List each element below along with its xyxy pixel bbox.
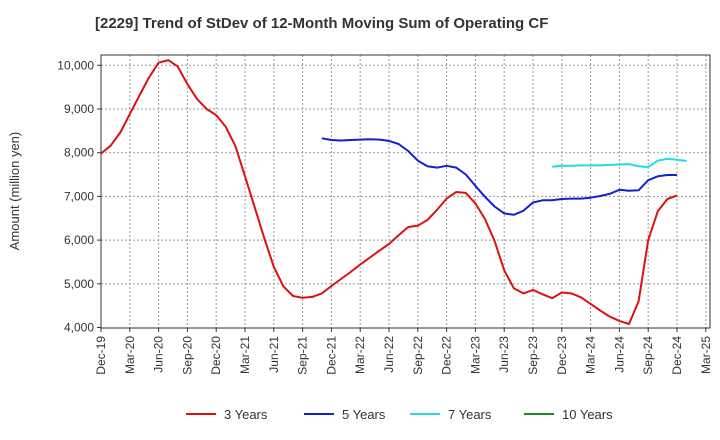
y-tick-label: 9,000 [64, 102, 94, 116]
x-tick-label: Dec-20 [209, 336, 223, 375]
x-tick-label: Mar-23 [468, 336, 482, 374]
y-tick-label: 10,000 [57, 58, 94, 72]
legend-label-10-years: 10 Years [562, 407, 613, 422]
x-tick-label: Mar-24 [584, 336, 598, 374]
series-line-7-years [552, 157, 687, 169]
y-tick-label: 5,000 [64, 277, 94, 291]
y-tick-label: 4,000 [64, 321, 94, 335]
series-line-5-years [321, 137, 677, 216]
x-tick-label: Sep-22 [411, 336, 425, 375]
x-tick-label: Mar-20 [123, 336, 137, 374]
x-tick-label: Dec-21 [324, 336, 338, 375]
x-tick-label: Sep-24 [641, 336, 655, 375]
x-tick-label: Jun-20 [152, 336, 166, 373]
y-axis-ticks: 4,000 5,000 6,000 7,000 8,000 9,000 10,000 [57, 58, 101, 335]
y-tick-label: 6,000 [64, 233, 94, 247]
x-tick-label: Jun-23 [497, 336, 511, 373]
chart-title: [2229] Trend of StDev of 12-Month Moving… [95, 15, 548, 32]
x-tick-label: Mar-21 [238, 336, 252, 374]
legend-label-3-years: 3 Years [224, 407, 268, 422]
x-tick-label: Mar-25 [699, 336, 713, 374]
legend: 3 Years 5 Years 7 Years 10 Years [186, 407, 613, 422]
x-tick-label: Sep-20 [180, 336, 194, 375]
x-tick-label: Sep-23 [526, 336, 540, 375]
x-tick-label: Dec-22 [440, 336, 454, 375]
x-tick-label: Jun-22 [382, 336, 396, 373]
plot-frame [100, 54, 711, 329]
x-tick-label: Sep-21 [296, 336, 310, 375]
y-axis-label: Amount (million yen) [7, 132, 22, 251]
y-tick-label: 8,000 [64, 146, 94, 160]
legend-label-7-years: 7 Years [448, 407, 492, 422]
y-tick-label: 7,000 [64, 189, 94, 203]
x-tick-label: Dec-23 [555, 336, 569, 375]
legend-label-5-years: 5 Years [342, 407, 386, 422]
x-tick-label: Mar-22 [353, 336, 367, 374]
x-tick-label: Dec-19 [94, 336, 108, 375]
series-line-3-years [100, 59, 678, 325]
x-tick-label: Jun-21 [267, 336, 281, 373]
grid-lines [101, 55, 710, 328]
series-lines [100, 59, 687, 325]
x-axis-ticks: Dec-19 Mar-20 Jun-20 Sep-20 Dec-20 Mar-21 Jun-… [94, 328, 713, 375]
x-tick-label: Dec-24 [670, 336, 684, 375]
x-tick-label: Jun-24 [612, 336, 626, 373]
